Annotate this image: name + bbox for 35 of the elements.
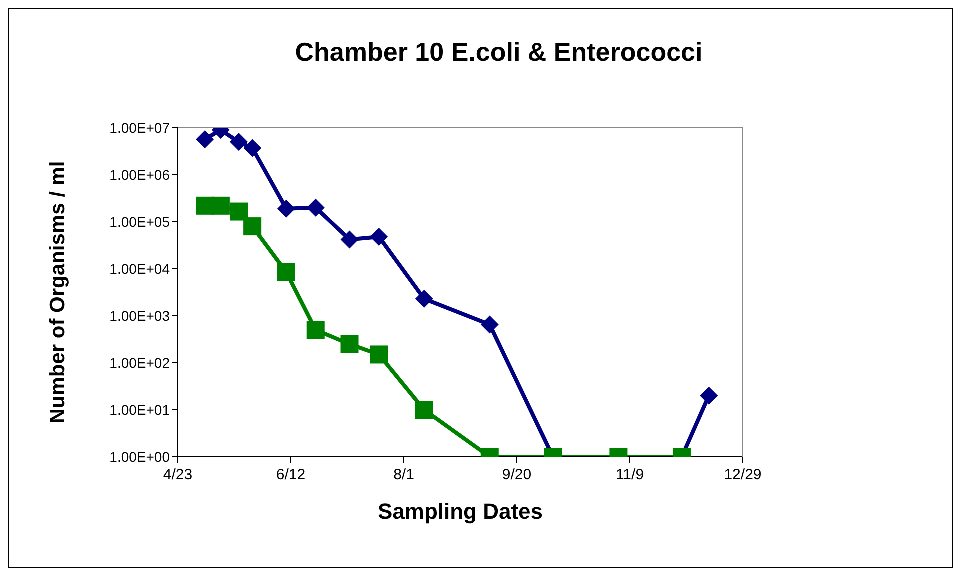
point <box>415 401 434 419</box>
point <box>340 335 359 354</box>
x-tick-label: 9/20 <box>502 466 532 484</box>
y-axis-title: Number of Organisms / ml <box>46 161 70 424</box>
point <box>230 202 248 221</box>
x-tick-label: 12/29 <box>724 466 762 484</box>
y-tick-label: 1.00E+06 <box>110 166 170 183</box>
point <box>340 230 359 249</box>
point <box>370 228 388 246</box>
point <box>277 200 296 218</box>
x-tick-label: 6/12 <box>276 466 306 484</box>
chart-title: Chamber 10 E.coli & Enterococci <box>294 37 704 68</box>
point <box>370 346 388 364</box>
point <box>196 130 214 148</box>
point <box>700 386 718 405</box>
y-tick-label: 1.00E+07 <box>110 120 170 136</box>
point <box>415 290 434 308</box>
y-tick-label: 1.00E+02 <box>110 354 170 371</box>
y-tick-label: 1.00E+05 <box>110 214 170 230</box>
y-tick-label: 1.00E+03 <box>110 308 170 324</box>
point <box>480 316 499 334</box>
point <box>230 133 248 152</box>
y-tick-label: 1.00E+00 <box>110 448 170 465</box>
x-tick-label: 4/23 <box>163 466 193 484</box>
x-axis-title: Sampling Dates <box>378 499 544 524</box>
point <box>306 321 325 340</box>
x-tick-label: 8/1 <box>394 466 414 484</box>
point <box>306 198 325 217</box>
y-tick-label: 1.00E+01 <box>110 402 170 418</box>
point <box>212 196 230 215</box>
y-tick-label: 1.00E+04 <box>110 260 170 277</box>
point <box>244 139 262 158</box>
point <box>244 218 262 236</box>
x-tick-label: 11/9 <box>616 466 644 484</box>
point <box>277 263 296 282</box>
